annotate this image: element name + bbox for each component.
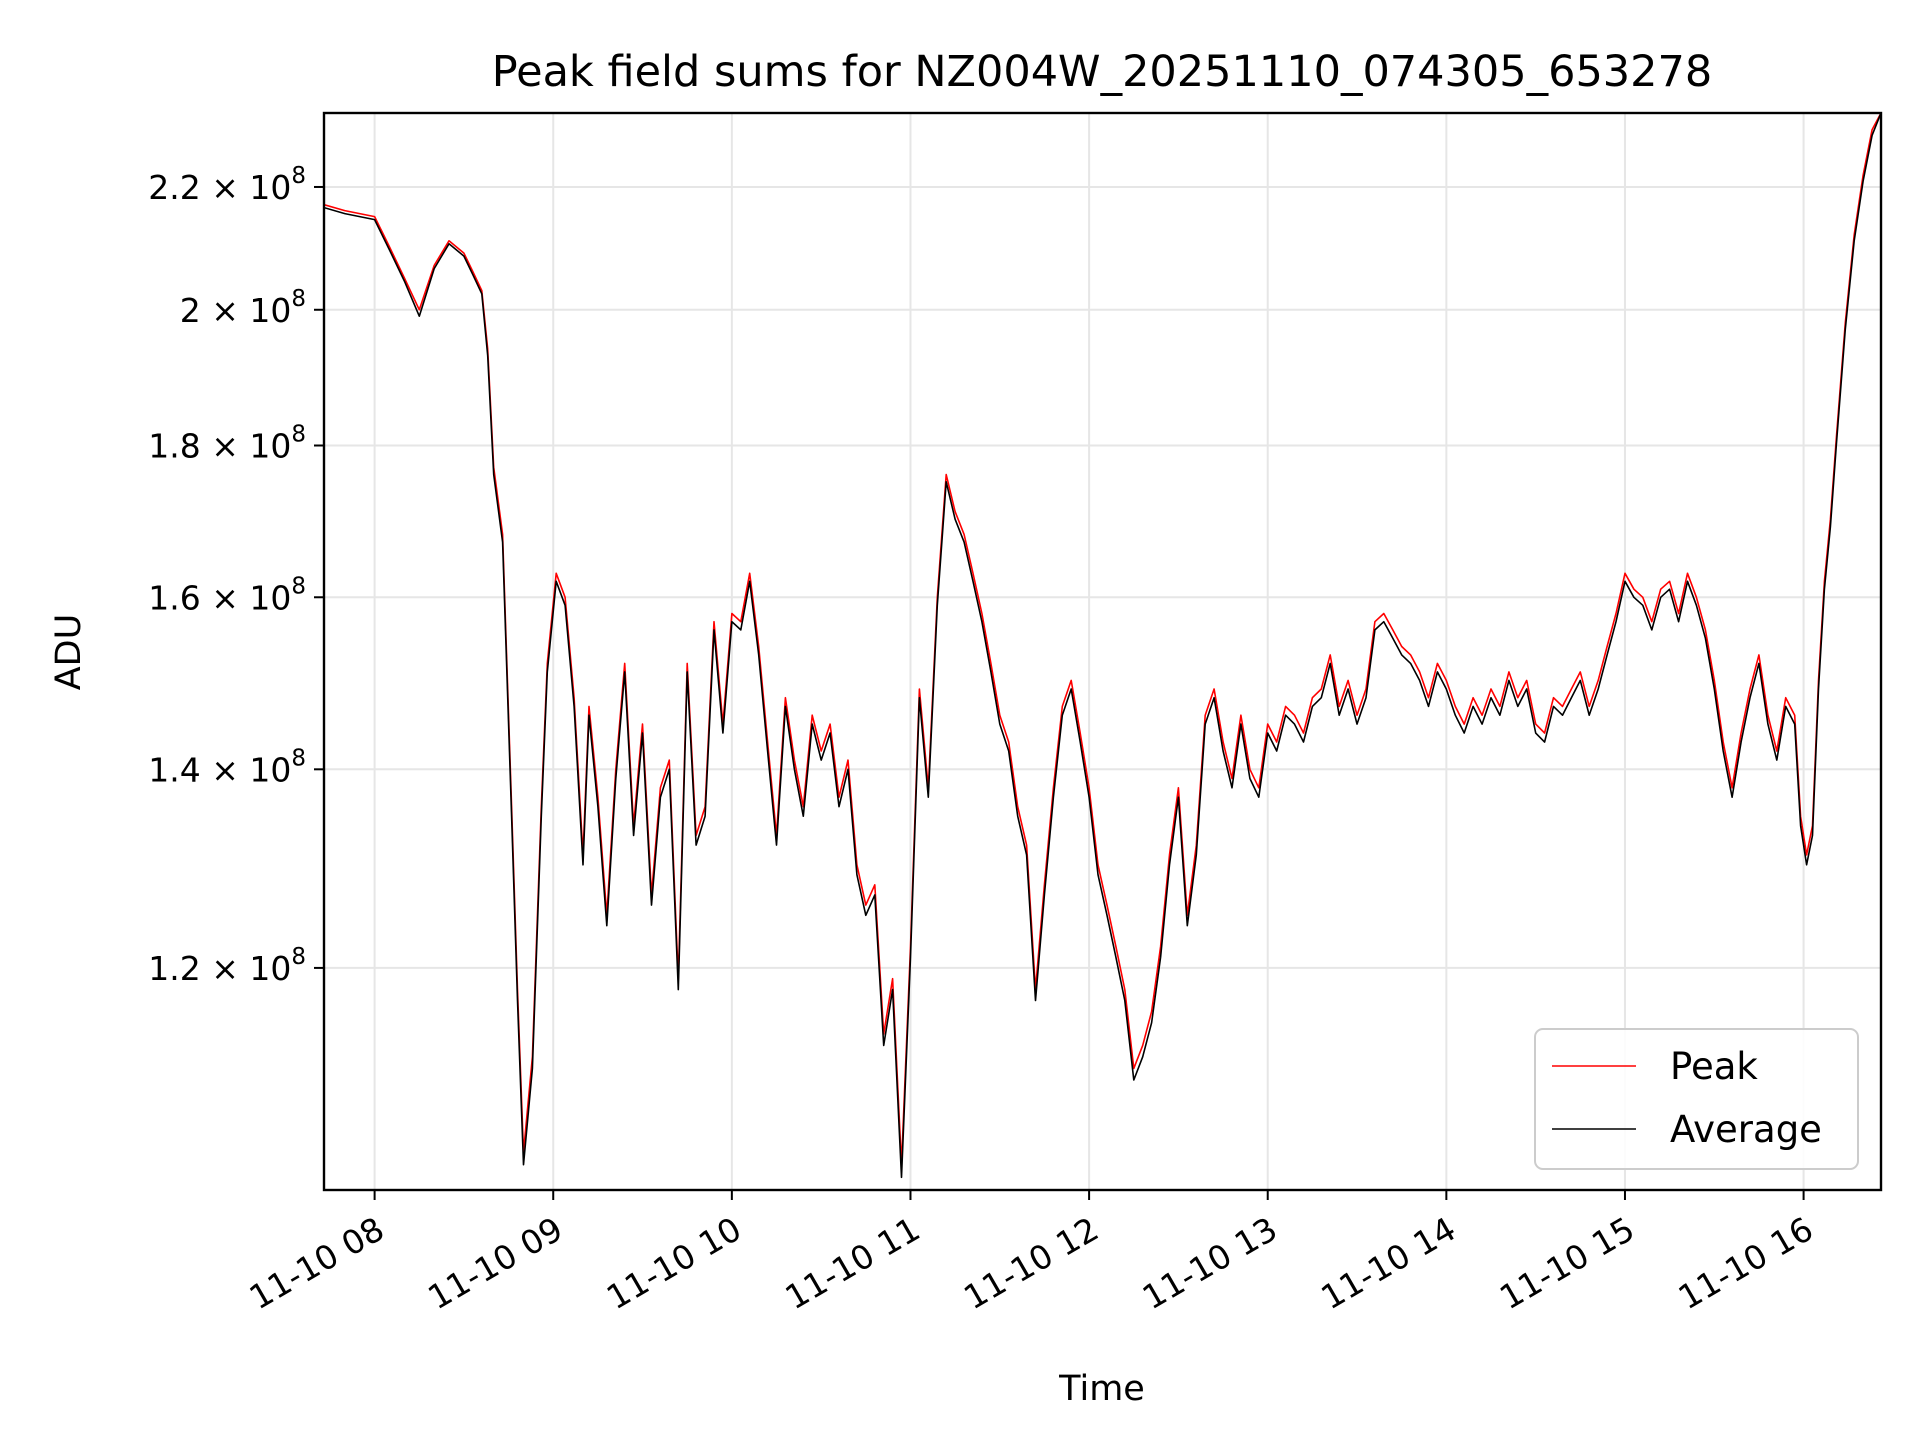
legend-label-average: Average bbox=[1670, 1108, 1822, 1151]
y-tick-mantissa: 1.8 bbox=[148, 427, 200, 466]
y-tick-times: × 10 bbox=[201, 168, 292, 207]
x-gridlines bbox=[373, 113, 1805, 1190]
y-axis-label: ADU bbox=[49, 614, 89, 691]
y-tick-exponent: 8 bbox=[291, 573, 306, 599]
y-tick-label: 1.6 × 108 bbox=[148, 573, 306, 617]
y-tick-label: 1.4 × 108 bbox=[148, 745, 306, 789]
y-tick-mantissa: 1.2 bbox=[148, 949, 200, 988]
y-tick-label: 1.2 × 108 bbox=[148, 944, 306, 988]
x-axis-label: Time bbox=[1058, 1369, 1145, 1409]
y-gridlines bbox=[324, 185, 1881, 969]
y-tick-times: × 10 bbox=[201, 750, 292, 789]
y-tick-times: × 10 bbox=[201, 427, 292, 466]
y-tick-times: × 10 bbox=[201, 291, 292, 330]
series-line-average bbox=[324, 113, 1881, 1179]
series-layer bbox=[324, 113, 1881, 1179]
y-tick-times: × 10 bbox=[201, 949, 292, 988]
y-tick-label: 2 × 108 bbox=[180, 286, 306, 330]
y-tick-mantissa: 1.4 bbox=[148, 750, 200, 789]
legend-box bbox=[1534, 1028, 1859, 1170]
y-tick-times: × 10 bbox=[201, 578, 292, 617]
y-tick-mantissa: 2.2 bbox=[148, 168, 200, 207]
y-tick-exponent: 8 bbox=[291, 163, 306, 189]
y-tick-label: 1.8 × 108 bbox=[148, 422, 306, 466]
y-tick-exponent: 8 bbox=[291, 422, 306, 448]
y-tick-exponent: 8 bbox=[291, 286, 306, 312]
y-tick-label: 2.2 × 108 bbox=[148, 163, 306, 207]
chart-title: Peak field sums for NZ004W_20251110_0743… bbox=[492, 47, 1713, 97]
y-tick-exponent: 8 bbox=[291, 745, 306, 771]
y-tick-mantissa: 1.6 bbox=[148, 578, 200, 617]
legend: Peak Average bbox=[1534, 1028, 1859, 1170]
y-tick-mantissa: 2 bbox=[180, 291, 201, 330]
plot-frame bbox=[322, 111, 1883, 1192]
y-tick-exponent: 8 bbox=[291, 944, 306, 970]
legend-label-peak: Peak bbox=[1670, 1045, 1758, 1088]
